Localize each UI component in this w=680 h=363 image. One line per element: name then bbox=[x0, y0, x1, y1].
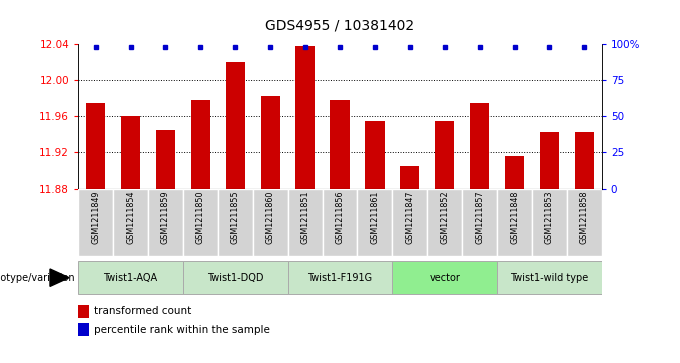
Text: genotype/variation: genotype/variation bbox=[0, 273, 75, 283]
Text: GSM1211851: GSM1211851 bbox=[301, 191, 309, 244]
Text: Twist1-F191G: Twist1-F191G bbox=[307, 273, 373, 283]
Bar bbox=[78, 305, 88, 318]
Bar bbox=[575, 132, 594, 189]
Bar bbox=[540, 132, 559, 189]
Bar bbox=[497, 189, 532, 256]
Text: GSM1211861: GSM1211861 bbox=[371, 191, 379, 244]
Bar bbox=[78, 323, 88, 336]
Bar bbox=[296, 46, 315, 189]
Bar bbox=[322, 189, 358, 256]
Bar bbox=[532, 189, 567, 256]
Bar bbox=[78, 189, 113, 256]
Bar bbox=[253, 189, 288, 256]
Bar bbox=[392, 261, 497, 294]
Text: GSM1211855: GSM1211855 bbox=[231, 191, 240, 244]
Text: percentile rank within the sample: percentile rank within the sample bbox=[94, 325, 270, 335]
Text: GSM1211859: GSM1211859 bbox=[161, 191, 170, 244]
Bar bbox=[121, 116, 140, 189]
Bar bbox=[288, 261, 392, 294]
Text: Twist1-DQD: Twist1-DQD bbox=[207, 273, 264, 283]
Bar bbox=[435, 121, 454, 189]
Bar bbox=[86, 103, 105, 189]
Bar bbox=[218, 189, 253, 256]
Polygon shape bbox=[50, 269, 69, 286]
Bar bbox=[260, 96, 279, 189]
Bar bbox=[226, 62, 245, 189]
Text: GSM1211850: GSM1211850 bbox=[196, 191, 205, 244]
Text: GSM1211858: GSM1211858 bbox=[580, 191, 589, 244]
Text: transformed count: transformed count bbox=[94, 306, 191, 317]
Text: GSM1211856: GSM1211856 bbox=[335, 191, 345, 244]
Text: GSM1211852: GSM1211852 bbox=[440, 191, 449, 244]
Bar bbox=[288, 189, 322, 256]
Bar bbox=[191, 100, 210, 189]
Bar bbox=[78, 261, 183, 294]
Text: GSM1211848: GSM1211848 bbox=[510, 191, 519, 244]
Text: GSM1211854: GSM1211854 bbox=[126, 191, 135, 244]
Bar bbox=[183, 261, 288, 294]
Bar bbox=[148, 189, 183, 256]
Bar bbox=[392, 189, 427, 256]
Text: GSM1211847: GSM1211847 bbox=[405, 191, 414, 244]
Text: Twist1-wild type: Twist1-wild type bbox=[510, 273, 589, 283]
Text: vector: vector bbox=[429, 273, 460, 283]
Bar bbox=[567, 189, 602, 256]
Text: GSM1211849: GSM1211849 bbox=[91, 191, 100, 244]
Text: GSM1211860: GSM1211860 bbox=[266, 191, 275, 244]
Bar bbox=[427, 189, 462, 256]
Bar bbox=[497, 261, 602, 294]
Text: GSM1211857: GSM1211857 bbox=[475, 191, 484, 244]
Bar bbox=[330, 100, 350, 189]
Bar bbox=[358, 189, 392, 256]
Text: GSM1211853: GSM1211853 bbox=[545, 191, 554, 244]
Bar bbox=[401, 166, 420, 189]
Bar bbox=[156, 130, 175, 189]
Bar bbox=[113, 189, 148, 256]
Bar bbox=[365, 121, 384, 189]
Bar bbox=[462, 189, 497, 256]
Text: Twist1-AQA: Twist1-AQA bbox=[103, 273, 158, 283]
Bar bbox=[505, 156, 524, 189]
Text: GDS4955 / 10381402: GDS4955 / 10381402 bbox=[265, 18, 415, 32]
Bar bbox=[183, 189, 218, 256]
Bar bbox=[470, 103, 489, 189]
